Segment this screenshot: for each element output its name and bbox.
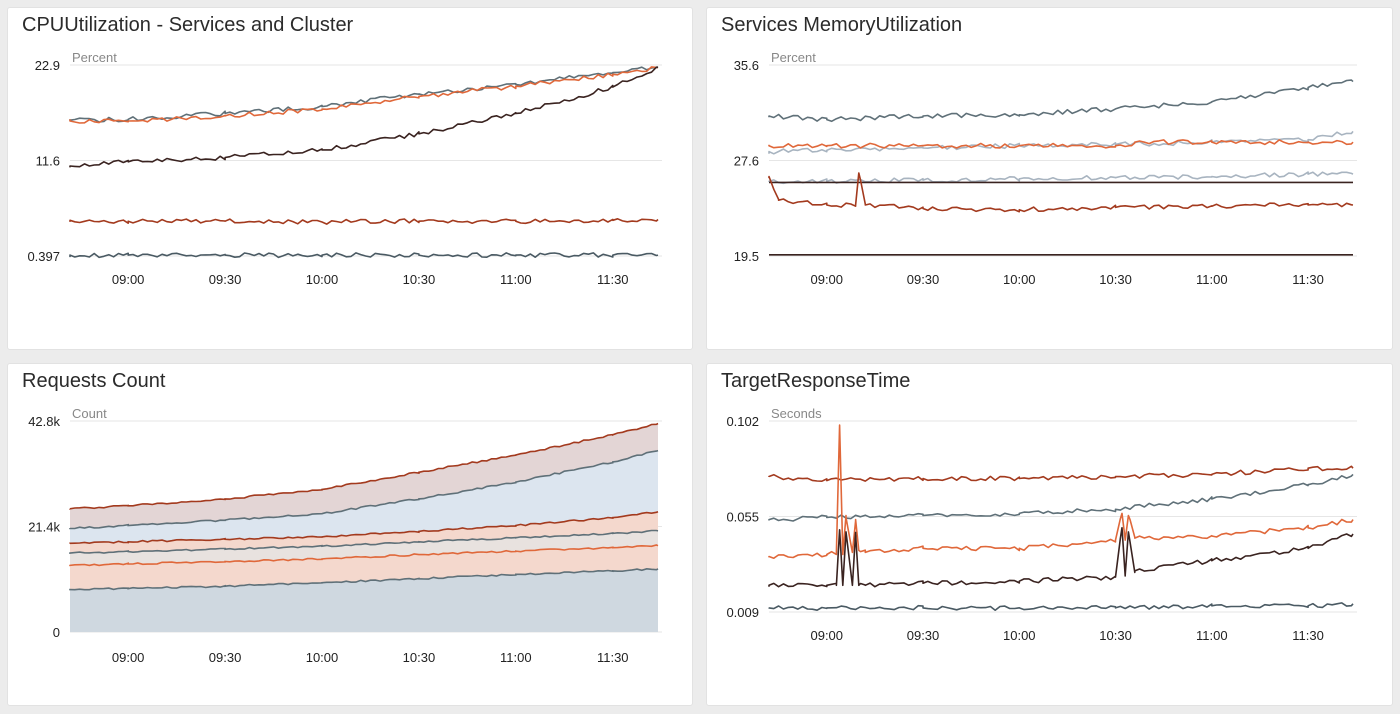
x-tick-label: 09:00 <box>810 628 843 643</box>
area-series-fill <box>70 568 658 632</box>
x-tick-label: 09:00 <box>112 272 145 287</box>
target-response-time-chart[interactable]: 0.102 0.055 0.009 Seconds 09:00 09:30 10:00 10:… <box>707 364 1394 707</box>
x-tick-label: 09:30 <box>907 628 940 643</box>
x-tick-label: 11:30 <box>597 272 629 287</box>
line-series <box>768 465 1354 482</box>
y-tick-label: 42.8k <box>28 414 60 429</box>
y-tick-label: 21.4k <box>28 520 60 535</box>
line-series <box>768 424 1354 559</box>
line-series <box>69 252 659 259</box>
line-series <box>768 139 1354 149</box>
line-series <box>768 602 1354 611</box>
x-tick-label: 11:30 <box>1292 272 1324 287</box>
x-tick-label: 10:30 <box>403 272 436 287</box>
area-series-line <box>69 567 659 591</box>
x-tick-label: 10:00 <box>1003 628 1036 643</box>
y-tick-label: 0.102 <box>726 414 759 429</box>
memory-utilization-chart[interactable]: 35.6 27.6 19.5 Percent 09:00 09:30 10:00 10:30 1… <box>707 8 1394 351</box>
x-tick-label: 11:00 <box>1196 272 1228 287</box>
target-response-time-panel: TargetResponseTime 0.102 0.055 0.009 Second… <box>706 363 1393 706</box>
panel-title: TargetResponseTime <box>721 370 911 392</box>
x-tick-label: 10:30 <box>1099 272 1132 287</box>
panel-title: Requests Count <box>22 370 166 392</box>
x-tick-label: 10:00 <box>1003 272 1036 287</box>
y-tick-label: 27.6 <box>734 154 759 169</box>
y-tick-label: 0 <box>53 625 60 640</box>
line-series <box>768 79 1354 123</box>
y-tick-label: 0.397 <box>27 249 60 264</box>
x-tick-label: 11:30 <box>1292 628 1324 643</box>
x-tick-label: 09:30 <box>907 272 940 287</box>
line-series <box>768 527 1354 588</box>
y-axis-unit-label: Percent <box>771 50 816 65</box>
y-tick-label: 0.055 <box>726 510 759 525</box>
line-series <box>768 130 1354 155</box>
memory-utilization-panel: Services MemoryUtilization 35.6 27.6 19.5 P… <box>706 7 1393 350</box>
x-tick-label: 11:30 <box>597 650 629 665</box>
y-tick-label: 19.5 <box>734 249 759 264</box>
y-axis-unit-label: Count <box>72 406 107 421</box>
y-tick-label: 0.009 <box>726 605 759 620</box>
area-series-line <box>69 510 659 545</box>
x-tick-label: 09:30 <box>209 650 242 665</box>
x-tick-label: 10:30 <box>403 650 436 665</box>
x-tick-label: 11:00 <box>500 272 532 287</box>
x-tick-label: 11:00 <box>500 650 532 665</box>
line-series <box>69 66 659 168</box>
area-series-line <box>69 449 659 530</box>
x-tick-label: 09:00 <box>112 650 145 665</box>
line-series <box>69 66 659 124</box>
y-tick-label: 11.6 <box>36 154 60 169</box>
x-tick-label: 10:00 <box>306 650 339 665</box>
line-series <box>69 218 659 225</box>
y-tick-label: 35.6 <box>734 58 759 73</box>
requests-count-panel: Requests Count 42.8k 21.4k 0 Count 09:00 09:3… <box>7 363 693 706</box>
line-series <box>768 172 1354 213</box>
x-tick-label: 10:00 <box>306 272 339 287</box>
panel-title: CPUUtilization - Services and Cluster <box>22 14 354 36</box>
x-tick-label: 09:30 <box>209 272 242 287</box>
y-axis-unit-label: Percent <box>72 50 117 65</box>
x-tick-label: 10:30 <box>1099 628 1132 643</box>
cpu-utilization-panel: CPUUtilization - Services and Cluster 22… <box>7 7 693 350</box>
y-tick-label: 22.9 <box>35 58 60 73</box>
line-series <box>768 473 1354 522</box>
y-axis-unit-label: Seconds <box>771 406 822 421</box>
x-tick-label: 09:00 <box>810 272 843 287</box>
cpu-utilization-chart[interactable]: 22.9 11.6 0.397 Percent 09:00 09:30 10:00 10:30… <box>8 8 694 351</box>
requests-count-chart[interactable]: 42.8k 21.4k 0 Count 09:00 09:30 10:00 10:30 11:0… <box>8 364 694 707</box>
panel-title: Services MemoryUtilization <box>721 14 963 36</box>
line-series <box>69 65 659 123</box>
area-series-line <box>69 422 659 510</box>
line-series <box>768 171 1354 185</box>
x-tick-label: 11:00 <box>1196 628 1228 643</box>
area-series-line <box>69 529 659 554</box>
area-series-line <box>69 544 659 567</box>
